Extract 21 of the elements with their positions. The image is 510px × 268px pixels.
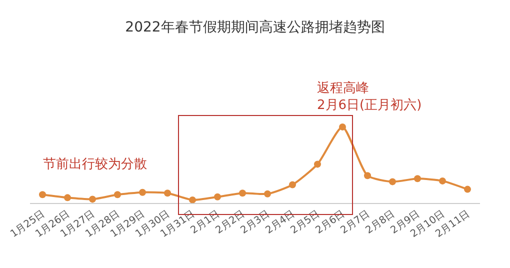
annotation: 节前出行较为分散 <box>43 157 147 172</box>
point <box>164 190 171 197</box>
annotation: 返程高峰 2月6日(正月初六) <box>317 80 422 113</box>
point <box>189 196 196 204</box>
point <box>64 194 71 202</box>
point <box>339 123 346 130</box>
point <box>214 193 221 200</box>
point <box>464 186 471 193</box>
point <box>439 177 446 184</box>
point <box>239 190 246 197</box>
point <box>139 188 146 196</box>
point <box>389 178 396 186</box>
point <box>114 191 121 198</box>
point <box>264 190 271 198</box>
point <box>314 160 321 168</box>
point <box>364 172 371 180</box>
point <box>414 175 421 182</box>
point <box>39 191 46 198</box>
chart-title: 2022年春节假期期间高速公路拥堵趋势图 <box>125 20 385 36</box>
point <box>89 196 96 203</box>
point <box>289 181 296 188</box>
